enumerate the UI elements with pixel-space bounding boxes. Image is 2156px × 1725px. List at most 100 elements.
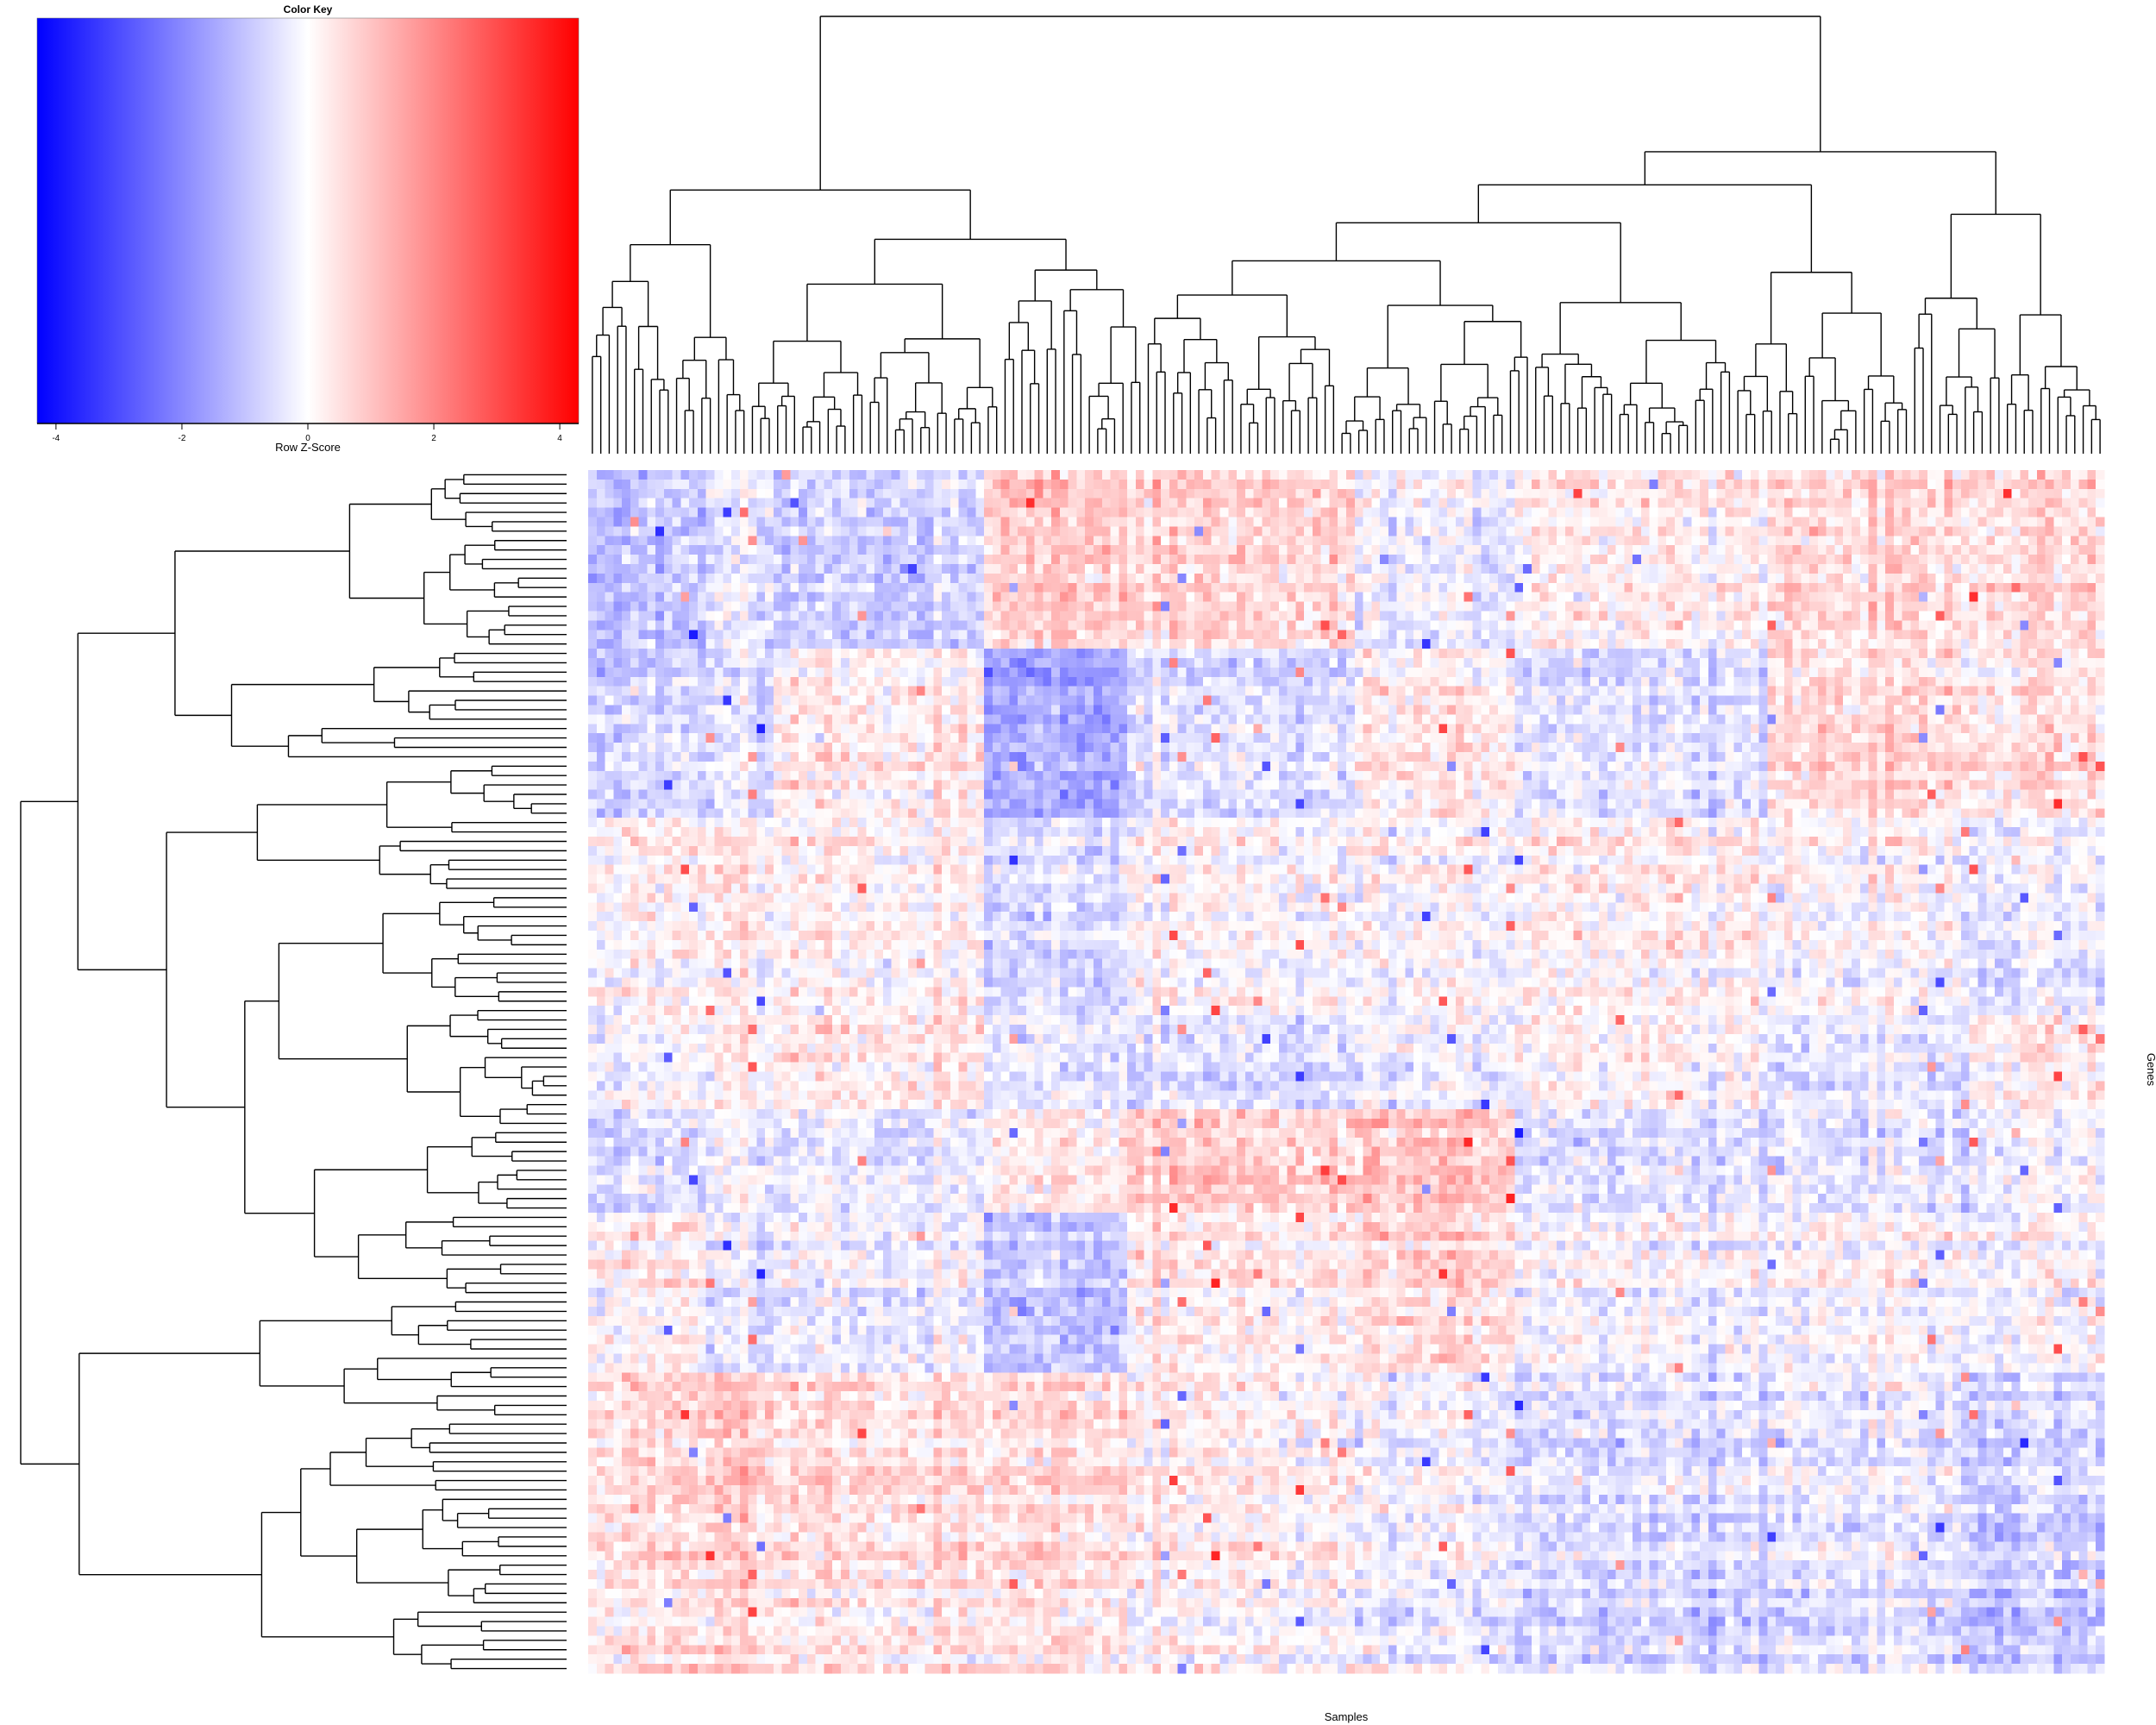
heatmap-cell [1995,488,2004,499]
heatmap-cell [1287,611,1296,621]
heatmap-cell [1708,563,1718,574]
heatmap-cell [1161,667,1170,678]
heatmap-cell [1599,470,1608,480]
heatmap-cell [622,545,631,555]
heatmap-cell [992,498,1001,508]
heatmap-cell [1076,601,1086,612]
heatmap-cell [1447,676,1457,687]
heatmap-cell [958,620,968,630]
heatmap-cell [908,620,918,630]
heatmap-cell [1161,536,1170,546]
heatmap-cell [1219,545,1229,555]
heatmap-cell [1700,563,1709,574]
heatmap-cell [1633,620,1642,630]
heatmap-cell [1859,555,1869,565]
heatmap-cell [1009,582,1018,593]
heatmap-cell [933,592,943,602]
heatmap-cell [1228,536,1238,546]
heatmap-cell [1624,470,1633,480]
heatmap-cell [832,573,842,584]
heatmap-cell [2036,488,2046,499]
heatmap-cell [815,573,824,584]
heatmap-cell [1025,649,1036,659]
heatmap-cell [1405,676,1414,687]
heatmap-cell [1885,507,1895,518]
heatmap-cell [1430,526,1439,536]
heatmap-cell [1396,563,1406,574]
heatmap-cell [1893,479,1902,490]
heatmap-cell [1043,573,1052,584]
heatmap-cell [874,667,884,678]
heatmap-cell [1135,676,1144,687]
heatmap-cell [2002,517,2012,527]
heatmap-cell [605,536,614,546]
heatmap-cell [1868,536,1877,546]
heatmap-cell [1607,545,1616,555]
heatmap-cell [891,601,900,612]
heatmap-cell [1691,620,1701,630]
heatmap-cell [605,649,614,659]
heatmap-cell [1253,582,1263,593]
heatmap-cell [697,563,707,574]
heatmap-cell [1852,563,1861,574]
heatmap-cell [1708,517,1718,527]
heatmap-cell [815,592,824,602]
heatmap-cell [1944,667,1953,678]
heatmap-cell [1034,667,1044,678]
heatmap-cell [1219,582,1229,593]
heatmap-cell [950,507,960,518]
heatmap-cell [1025,488,1036,499]
heatmap-cell [1135,667,1144,678]
heatmap-cell [1034,488,1044,499]
heatmap-cell [663,498,674,508]
heatmap-cell [1767,536,1777,546]
heatmap-cell [1346,563,1356,574]
heatmap-cell [2053,545,2063,555]
heatmap-cell [1783,545,1794,555]
heatmap-cell [773,582,783,593]
heatmap-cell [1986,611,1996,621]
heatmap-cell [1237,639,1246,649]
heatmap-cell [1843,667,1852,678]
heatmap-cell [1649,573,1658,584]
heatmap-cell [1051,479,1061,490]
heatmap-cell [2078,526,2088,536]
heatmap-cell [1927,592,1937,602]
heatmap-cell [588,667,598,678]
heatmap-cell [1278,667,1288,678]
heatmap-cell [975,479,985,490]
heatmap-cell [622,507,631,518]
heatmap-cell [1430,479,1439,490]
heatmap-cell [1539,667,1549,678]
heatmap-cell [1177,563,1187,574]
heatmap-cell [1986,639,1996,649]
heatmap-cell [638,639,648,649]
heatmap-cell [731,657,741,668]
heatmap-cell [647,488,656,499]
heatmap-cell [924,479,934,490]
heatmap-cell [1986,657,1996,668]
heatmap-cell [1590,611,1600,621]
heatmap-cell [1859,582,1869,593]
heatmap-cell [1119,676,1128,687]
heatmap-cell [815,545,824,555]
heatmap-cell [1447,657,1457,668]
heatmap-cell [967,630,976,640]
heatmap-cell [663,545,674,555]
heatmap-cell [1834,573,1844,584]
heatmap-cell [1186,555,1195,565]
heatmap-cell [1809,507,1819,518]
heatmap-cell [2096,555,2105,565]
heatmap-cell [773,536,783,546]
heatmap-cell [1396,545,1406,555]
heatmap-cell [1295,507,1305,518]
heatmap-cell [1910,555,1920,565]
heatmap-cell [1935,620,1945,630]
heatmap-cell [638,601,648,612]
heatmap-cell [1329,517,1338,527]
heatmap-cell [1548,630,1557,640]
heatmap-cell [1354,630,1363,640]
heatmap-cell [605,545,614,555]
heatmap-cell [1514,649,1524,659]
heatmap-cell [1935,639,1945,649]
